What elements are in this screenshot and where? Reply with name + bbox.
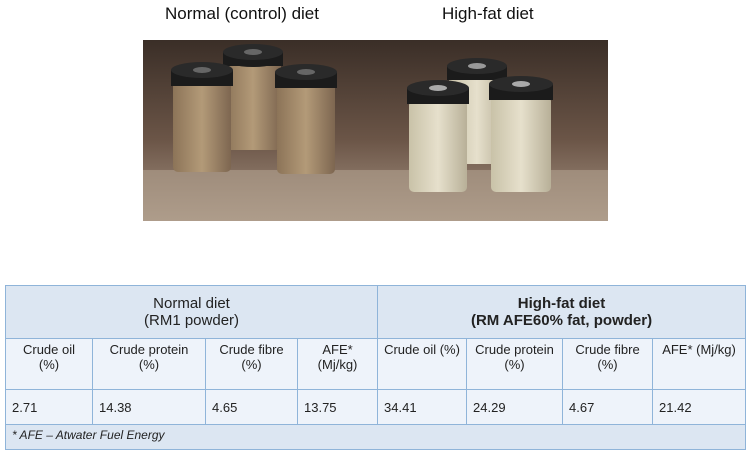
group-header: High-fat diet (RM AFE60% fat, powder) (377, 285, 747, 339)
photo (143, 40, 608, 221)
text: High-fat diet (517, 295, 606, 312)
column-header: AFE* (Mj/kg) (652, 338, 747, 390)
text: (RM1 powder) (144, 312, 240, 329)
column-header: Crude fibre (%) (205, 338, 298, 390)
cell: 14.38 (92, 389, 206, 425)
diet-table: Normal diet (RM1 powder) High-fat diet (RM… (4, 285, 747, 450)
cell: 13.75 (296, 389, 379, 425)
column-header: AFE* (Mj/kg) (296, 338, 379, 390)
jar (223, 44, 283, 150)
column-header: Crude protein (%) (466, 338, 564, 390)
column-header: Crude protein (%) (92, 338, 206, 390)
jar (171, 62, 233, 172)
footnote: * AFE – Atwater Fuel Energy (4, 424, 747, 450)
group-header: Normal diet (RM1 powder) (4, 285, 379, 339)
group-row: Normal diet (RM1 powder) High-fat diet (RM… (4, 285, 747, 339)
column-row: Crude oil (%) Crude protein (%) Crude fibr… (5, 338, 747, 390)
jar (407, 80, 469, 192)
photo-label: High-fat diet (442, 4, 534, 23)
cell: 34.41 (377, 389, 468, 425)
column-header: Crude fibre (%) (562, 338, 654, 390)
jar (489, 76, 553, 192)
cell: 24.29 (466, 389, 564, 425)
text: (RM AFE60% fat, powder) (470, 312, 653, 329)
cell: 2.71 (5, 389, 93, 425)
note-row: * AFE – Atwater Fuel Energy (4, 424, 747, 450)
column-header: Crude oil (%) (5, 338, 93, 390)
value-row: 2.71 14.38 4.65 13.75 34.41 24.29 4.67 21.42 (5, 389, 747, 425)
jar (275, 64, 337, 174)
photo-label: Normal (control) diet (165, 4, 319, 23)
cell: 21.42 (652, 389, 747, 425)
column-header: Crude oil (%) (377, 338, 468, 390)
cell: 4.65 (205, 389, 298, 425)
cell: 4.67 (562, 389, 654, 425)
text: Normal diet (153, 295, 230, 312)
